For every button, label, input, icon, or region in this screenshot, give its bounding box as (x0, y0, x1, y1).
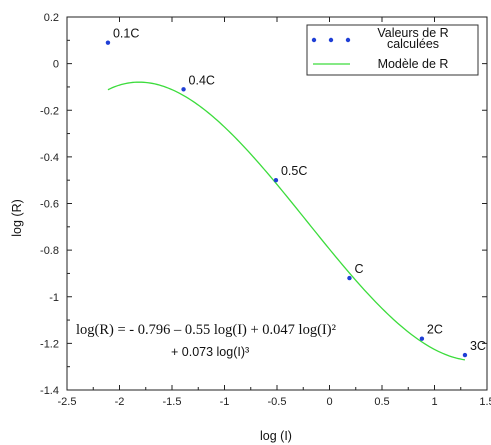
legend-markers (311, 37, 351, 43)
data-point (419, 336, 425, 341)
y-tick-label: -1 (49, 292, 59, 304)
model-curve (107, 81, 466, 361)
y-axis-label: log (R) (10, 199, 24, 237)
x-axis-label: log (I) (260, 429, 292, 443)
data-point (105, 40, 111, 45)
legend-entry-points-line2: calculées (387, 37, 439, 51)
point-labels-layer: 0.1C 0.4C 0.5C C 2C 3C (113, 27, 486, 353)
data-point (181, 87, 186, 92)
y-tick-label: -0.2 (40, 105, 59, 117)
data-point (462, 352, 468, 358)
x-tick-label: -0.5 (268, 396, 287, 408)
legend: Valeurs de R calculées Modèle de R (306, 24, 479, 76)
x-tick-label: -2 (115, 396, 125, 408)
data-point (347, 275, 352, 281)
y-tick-label: -1.2 (40, 338, 59, 350)
x-tick-label: 1 (431, 396, 437, 408)
x-tick-label: 1.5 (479, 396, 491, 408)
y-tick-label: 0.2 (44, 12, 59, 24)
legend-point-marker (311, 37, 317, 43)
x-tick-label: 0.5 (374, 396, 389, 408)
y-tick-label: -1.4 (40, 385, 59, 397)
model-curve-layer (107, 81, 466, 361)
x-tick-label: -2.5 (58, 396, 77, 408)
data-point-label: 0.5C (281, 164, 307, 178)
x-tick-label: -1.5 (163, 396, 182, 408)
data-point-label: 3C (470, 339, 486, 353)
axis-tick-labels: -2.5 -2 -1.5 -1 -0.5 0 0.5 1 1.5 0.2 0 -0.2 -0.4 -0.6… (40, 12, 491, 408)
legend-entry-curve: Modèle de R (378, 57, 449, 71)
data-point (273, 177, 279, 183)
data-point-label: 0.4C (189, 73, 215, 87)
x-tick-label: 0 (326, 396, 332, 408)
equation-line-1: log(R) = - 0.796 – 0.55 log(I) + 0.047 l… (76, 322, 337, 338)
legend-point-marker (328, 37, 334, 43)
data-points-layer (105, 40, 468, 358)
data-point-label: 0.1C (113, 27, 139, 41)
axis-ticks (66, 16, 488, 391)
legend-box (306, 24, 479, 76)
legend-entry-points-line1: Valeurs de R (377, 26, 448, 40)
y-tick-label: -0.4 (40, 152, 59, 164)
y-tick-label: -0.6 (40, 199, 59, 211)
y-tick-label: 0 (53, 59, 59, 71)
equation-line-2: + 0.073 log(I)³ (171, 345, 249, 359)
data-point-label: 2C (427, 323, 443, 337)
legend-point-marker (345, 37, 351, 43)
y-tick-label: -0.8 (40, 245, 59, 257)
data-point-label: C (354, 262, 363, 276)
x-tick-label: -1 (220, 396, 230, 408)
